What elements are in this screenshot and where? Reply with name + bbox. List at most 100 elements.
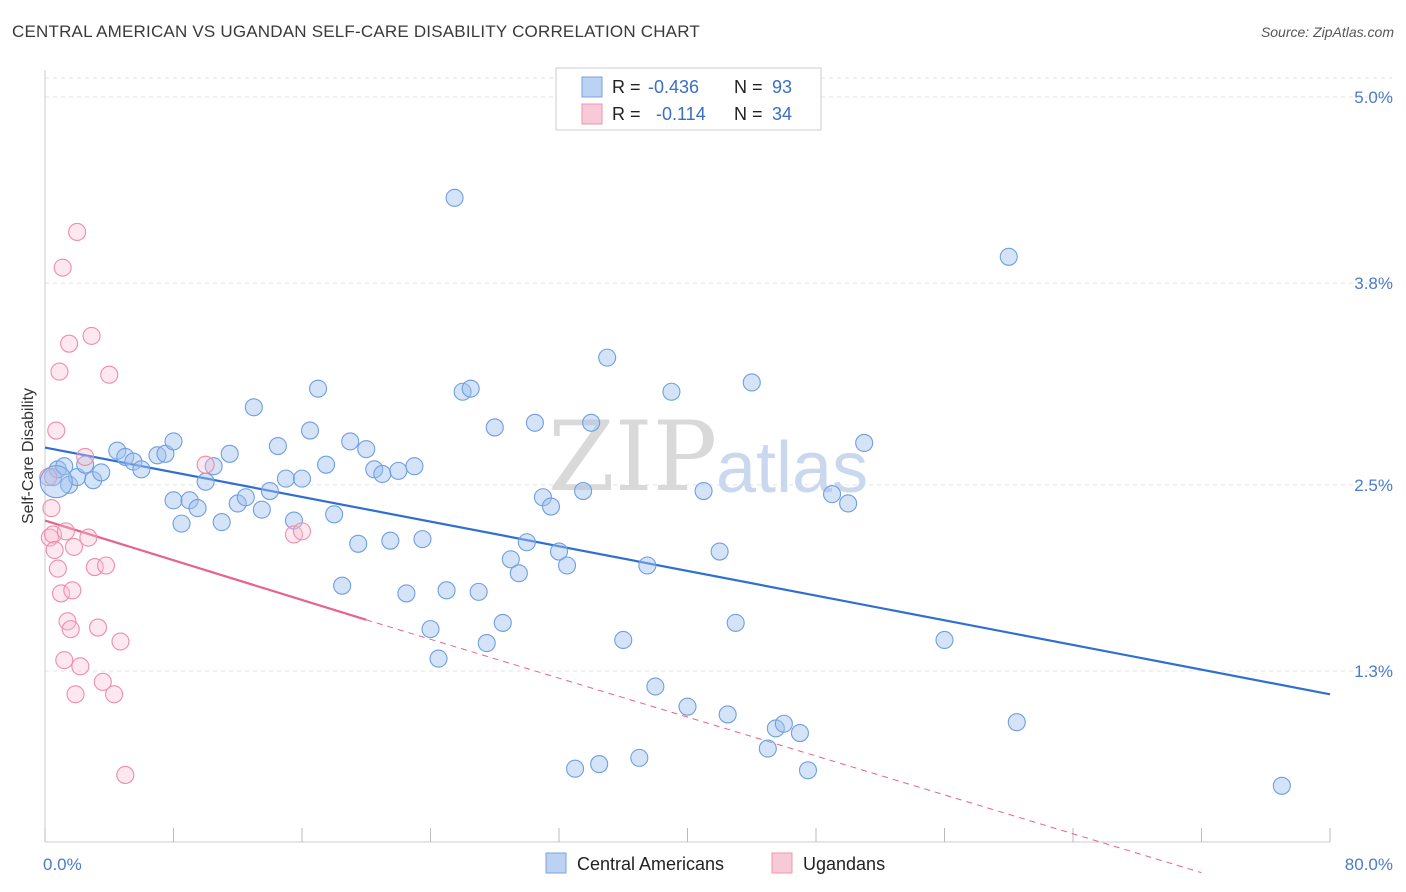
point-central-american xyxy=(1007,713,1026,732)
point-central-american xyxy=(325,505,344,524)
chart-title: CENTRAL AMERICAN VS UGANDAN SELF-CARE DI… xyxy=(12,22,700,41)
point-central-american xyxy=(718,705,737,724)
point-ugandan xyxy=(71,657,90,676)
point-central-american xyxy=(477,634,496,653)
point-central-american xyxy=(292,469,312,488)
point-central-american xyxy=(541,497,561,516)
point-central-american xyxy=(132,460,151,479)
point-central-american xyxy=(630,748,649,767)
legend-swatch-central xyxy=(581,76,603,98)
legend-r-central: -0.436 xyxy=(648,77,699,97)
point-central-american xyxy=(758,739,777,758)
point-central-american xyxy=(268,437,287,456)
watermark-atlas: atlas xyxy=(716,428,868,508)
bottom-legend-central: Central Americans xyxy=(577,854,724,874)
point-ugandan xyxy=(45,540,64,560)
point-central-american xyxy=(300,421,320,440)
point-central-american xyxy=(164,432,183,451)
legend: R = -0.436 N = 93 R = -0.114 N = 34 xyxy=(555,67,822,131)
axes xyxy=(44,70,1331,843)
point-ugandan xyxy=(82,326,101,345)
x-tick-labels: 0.0% 80.0% xyxy=(43,855,1393,874)
point-central-american xyxy=(935,630,954,650)
trendline-ugandans xyxy=(44,519,367,621)
point-ugandan xyxy=(53,258,72,277)
watermark: ZIP atlas xyxy=(548,401,868,513)
point-central-american xyxy=(276,469,295,488)
legend-r-label-central: R = xyxy=(612,77,641,97)
point-central-american xyxy=(855,433,874,453)
point-central-american xyxy=(76,455,95,474)
point-ugandan xyxy=(116,765,135,784)
point-ugandan xyxy=(292,522,312,541)
point-central-american xyxy=(509,564,528,583)
point-central-american xyxy=(790,724,809,743)
point-ugandan xyxy=(93,672,112,691)
point-central-american xyxy=(774,714,793,733)
point-ugandan xyxy=(52,584,71,603)
point-central-american xyxy=(823,485,842,504)
trendline-ugandans-extrapolated xyxy=(366,619,1202,874)
point-central-american xyxy=(164,491,183,510)
point-central-american xyxy=(349,534,368,553)
point-central-american xyxy=(405,457,424,476)
point-central-american xyxy=(437,581,456,600)
point-central-american xyxy=(188,499,207,518)
point-ugandan xyxy=(111,632,130,651)
point-ugandan xyxy=(76,447,95,466)
point-central-american xyxy=(566,759,585,778)
point-central-american xyxy=(397,584,416,603)
point-central-american xyxy=(309,379,328,398)
point-ugandan xyxy=(60,334,79,353)
point-central-american xyxy=(999,247,1018,266)
point-central-american xyxy=(549,542,569,561)
point-central-american xyxy=(341,432,360,451)
point-central-american xyxy=(614,630,633,650)
point-central-american xyxy=(1272,776,1291,795)
y-tick-label: 1.3% xyxy=(1354,662,1393,681)
point-central-american xyxy=(429,649,448,668)
point-central-american xyxy=(662,382,681,401)
point-central-american xyxy=(172,514,191,533)
point-ugandan xyxy=(85,558,104,577)
point-central-american xyxy=(373,464,392,484)
point-central-american xyxy=(517,533,536,552)
bottom-legend-swatch-central xyxy=(545,852,567,874)
point-central-american-cluster xyxy=(39,465,73,499)
point-ugandan xyxy=(55,651,74,670)
legend-swatch-uganda xyxy=(581,103,603,125)
point-ugandan xyxy=(88,618,108,637)
point-central-american xyxy=(710,542,729,561)
point-central-american xyxy=(244,398,263,417)
point-central-american xyxy=(381,531,400,550)
y-tick-labels: 1.3% 2.5% 3.8% 5.0% xyxy=(1354,88,1393,681)
point-ugandan xyxy=(68,222,87,242)
trendlines xyxy=(44,446,1331,874)
point-central-american xyxy=(839,494,858,513)
point-ugandan xyxy=(61,620,80,639)
point-central-american xyxy=(469,582,488,601)
point-central-american xyxy=(413,530,432,549)
y-tick-label: 2.5% xyxy=(1354,476,1393,495)
point-ugandan xyxy=(50,362,69,381)
point-central-american xyxy=(557,556,577,575)
point-central-american xyxy=(726,613,745,632)
point-ugandan xyxy=(64,537,83,556)
point-central-american xyxy=(638,556,657,575)
watermark-zip: ZIP xyxy=(548,401,717,513)
point-central-american xyxy=(212,513,231,532)
data-points xyxy=(39,188,1291,795)
trendline-central-americans xyxy=(44,446,1331,696)
point-central-american xyxy=(798,761,818,780)
bottom-legend-swatch-uganda xyxy=(771,852,793,874)
point-ugandan xyxy=(79,528,98,547)
point-central-american xyxy=(92,463,111,482)
point-ugandan xyxy=(105,685,124,704)
point-central-american xyxy=(389,461,408,480)
point-central-american xyxy=(694,481,713,501)
point-central-american xyxy=(357,440,376,459)
point-central-american xyxy=(252,500,271,519)
point-ugandan xyxy=(196,455,215,474)
bottom-legend: Central Americans Ugandans xyxy=(545,852,885,874)
point-central-american xyxy=(220,444,239,463)
